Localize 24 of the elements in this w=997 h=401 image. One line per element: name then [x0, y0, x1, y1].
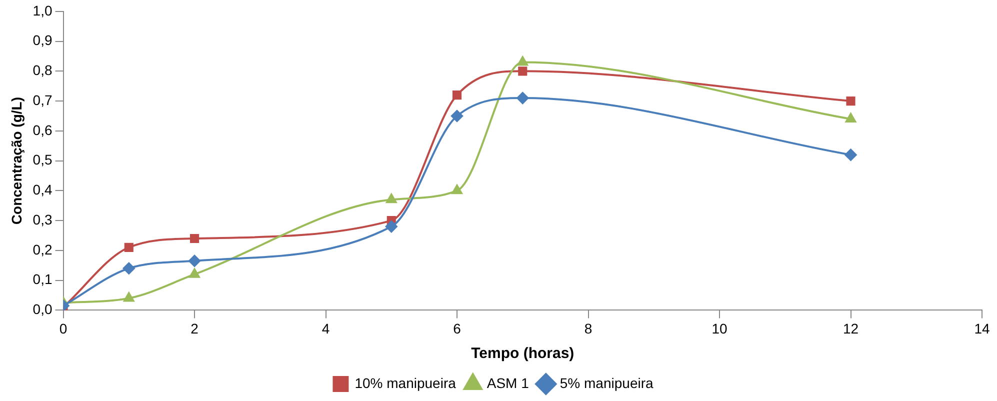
x-axis-title: Tempo (horas): [471, 345, 574, 362]
x-tick-label: 14: [974, 320, 990, 336]
y-tick-label: 1,0: [32, 2, 52, 18]
x-tick-label: 12: [842, 320, 859, 336]
y-tick-label: 0,3: [32, 211, 52, 228]
legend-label: ASM 1: [486, 374, 530, 391]
legend-label: 5% manipueira: [560, 374, 654, 391]
legend-label: 10% manipueira: [354, 374, 456, 391]
x-tick-label: 10: [712, 320, 728, 336]
y-tick-label: 0,7: [32, 92, 52, 108]
y-axis-title: Concentração (g/L): [8, 97, 24, 225]
x-tick-label: 0: [59, 320, 68, 336]
x-tick-label: 6: [453, 320, 462, 336]
y-tick-label: 0,1: [32, 271, 52, 288]
y-tick-label: 0,9: [32, 32, 52, 48]
x-tick-label: 4: [322, 320, 330, 336]
x-tick-label: 2: [190, 320, 199, 336]
y-tick-label: 0,8: [32, 62, 52, 78]
y-tick-label: 0,0: [32, 301, 52, 318]
y-tick-label: 0,5: [32, 152, 52, 168]
x-tick-label: 8: [584, 320, 592, 336]
y-tick-label: 0,6: [32, 122, 52, 138]
y-tick-label: 0,4: [32, 182, 52, 198]
y-tick-label: 0,2: [32, 241, 52, 258]
